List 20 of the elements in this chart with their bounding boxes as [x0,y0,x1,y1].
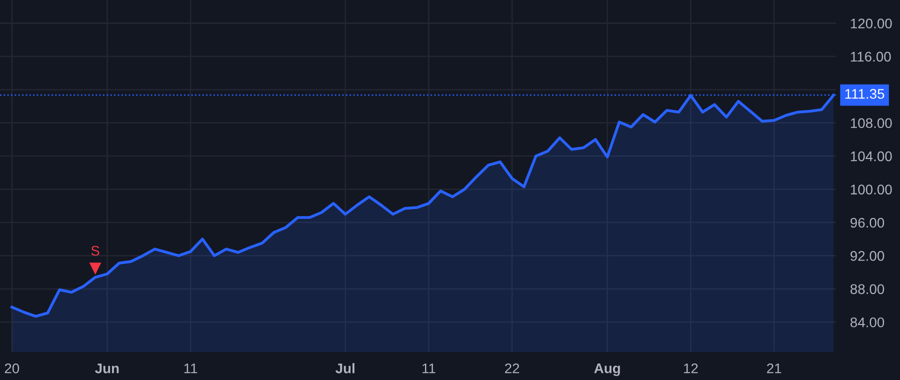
x-tick-label: 21 [767,363,782,374]
y-tick-label: 88.00 [850,284,884,294]
x-tick-label: 11 [422,364,436,374]
ref-line-label: 111.35 [845,88,884,99]
x-tick-label: Aug [594,364,620,376]
y-tick-label: 104.00 [850,151,892,162]
y-tick-label: 120.00 [850,18,892,28]
x-tick-label: 11 [184,364,198,374]
y-tick-label: 100.00 [850,184,892,194]
y-tick-label: 84.00 [850,317,884,328]
x-tick-label: 12 [684,363,698,374]
y-tick-label: 96.00 [850,218,884,228]
series-label: S [91,246,100,256]
x-tick-label: Jun [95,364,119,374]
x-tick-label: Jul [336,363,354,374]
y-tick-label: 92.00 [850,251,884,261]
x-tick-label: 22 [505,363,520,374]
y-tick-label: 108.00 [850,118,892,128]
x-tick-label: 20 [4,363,20,374]
y-tick-label: 116.00 [850,52,891,62]
